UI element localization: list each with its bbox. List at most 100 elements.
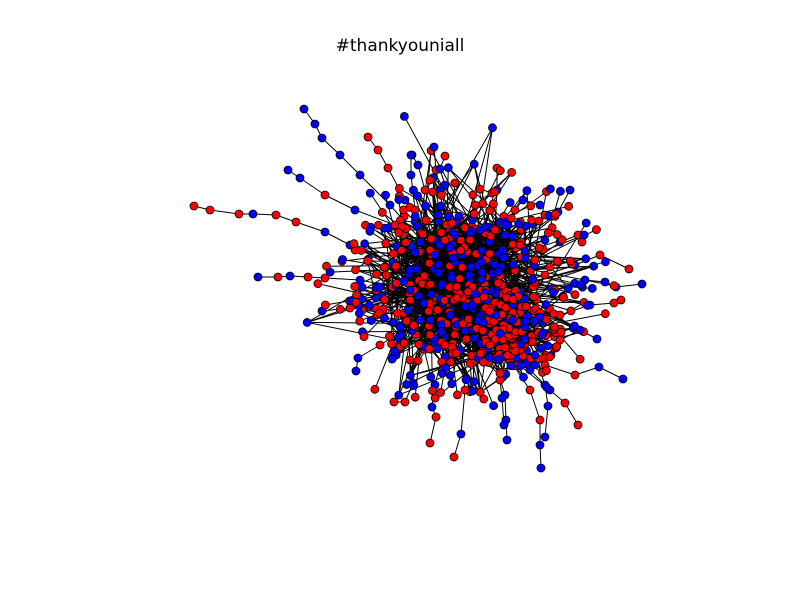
graph-node-blue — [497, 393, 507, 403]
graph-node-blue — [618, 374, 628, 384]
graph-node-red — [527, 215, 537, 225]
graph-node-blue — [310, 119, 320, 129]
graph-node-blue — [399, 112, 409, 121]
graph-node-blue — [421, 201, 431, 211]
graph-node-blue — [426, 289, 436, 299]
graph-node-blue — [454, 211, 464, 221]
graph-node-red — [381, 270, 391, 280]
graph-node-blue — [536, 463, 546, 473]
graph-node-red — [401, 238, 411, 247]
graph-node-blue — [520, 334, 530, 344]
graph-node-blue — [467, 386, 477, 396]
graph-node-red — [387, 339, 396, 349]
graph-node-red — [500, 343, 510, 353]
graph-node-blue — [519, 372, 528, 382]
graph-node-red — [490, 225, 500, 235]
graph-node-blue — [445, 310, 455, 320]
graph-node-blue — [436, 201, 445, 211]
graph-node-red — [391, 278, 401, 288]
graph-node-blue — [405, 265, 415, 275]
graph-node-red — [510, 205, 520, 215]
graph-node-blue — [521, 316, 531, 326]
graph-node-blue — [530, 350, 540, 360]
graph-node-blue — [502, 435, 512, 445]
graph-node-red — [525, 385, 535, 395]
graph-node-red — [389, 397, 399, 407]
graph-node-blue — [436, 327, 446, 336]
graph-edge — [324, 194, 356, 211]
graph-edge — [367, 258, 481, 393]
graph-node-blue — [469, 377, 479, 387]
graph-node-blue — [396, 330, 406, 340]
graph-node-blue — [325, 267, 335, 277]
graph-edge — [599, 254, 630, 270]
graph-node-red — [433, 305, 443, 315]
graph-node-blue — [543, 401, 553, 411]
graph-node-blue — [413, 160, 423, 170]
graph-node-blue — [542, 382, 552, 392]
graph-node-blue — [445, 370, 455, 380]
graph-node-blue — [364, 300, 374, 310]
graph-node-blue — [443, 211, 453, 221]
graph-node-red — [273, 272, 283, 282]
graph-node-red — [349, 239, 359, 249]
graph-node-blue — [520, 246, 530, 256]
graph-node-red — [426, 279, 435, 289]
graph-edge — [324, 277, 361, 281]
graph-node-red — [457, 262, 467, 272]
graph-node-blue — [355, 170, 365, 180]
graph-node-red — [405, 355, 415, 365]
graph-node-red — [535, 415, 545, 425]
graph-node-red — [397, 245, 406, 255]
graph-node-red — [351, 265, 361, 275]
graph-node-red — [573, 420, 583, 430]
graph-node-blue — [413, 191, 423, 201]
graph-node-blue — [430, 250, 440, 260]
graph-edge — [299, 177, 326, 196]
graph-node-red — [436, 387, 446, 397]
graph-node-red — [409, 321, 419, 330]
graph-node-red — [545, 352, 555, 362]
graph-node-blue — [499, 420, 509, 430]
graph-node-red — [534, 243, 544, 253]
graph-node-blue — [570, 321, 579, 331]
graph-node-blue — [528, 274, 537, 284]
graph-node-blue — [478, 318, 488, 328]
graph-node-red — [424, 306, 433, 316]
graph-node-blue — [354, 308, 364, 318]
graph-node-red — [363, 132, 373, 142]
graph-node-red — [452, 293, 462, 303]
graph-node-blue — [350, 205, 360, 215]
graph-edge — [324, 231, 351, 246]
graph-node-blue — [477, 246, 487, 256]
graph-node-red — [291, 217, 301, 227]
graph-node-red — [355, 316, 365, 326]
graph-node-red — [356, 245, 366, 255]
graph-node-red — [551, 209, 560, 219]
graph-node-blue — [413, 291, 423, 301]
graph-node-blue — [549, 287, 558, 297]
graph-node-red — [465, 235, 475, 245]
graph-node-red — [456, 245, 466, 255]
graph-node-blue — [448, 253, 458, 263]
graph-node-blue — [445, 243, 455, 252]
graph-node-red — [424, 258, 434, 268]
graph-node-blue — [302, 317, 312, 327]
graph-node-blue — [433, 344, 443, 354]
graph-node-blue — [456, 429, 466, 439]
graph-node-red — [490, 187, 500, 197]
graph-node-blue — [493, 267, 503, 277]
graph-node-blue — [335, 150, 345, 160]
graph-node-red — [399, 205, 409, 215]
graph-node-red — [566, 256, 575, 266]
graph-node-blue — [583, 300, 592, 310]
graph-node-blue — [403, 305, 413, 315]
graph-node-blue — [509, 260, 518, 269]
graph-edge — [598, 366, 624, 380]
graph-node-blue — [433, 210, 443, 220]
graph-node-blue — [579, 230, 589, 240]
graph-node-blue — [355, 275, 365, 285]
graph-node-red — [351, 297, 361, 307]
graph-node-red — [510, 346, 520, 356]
